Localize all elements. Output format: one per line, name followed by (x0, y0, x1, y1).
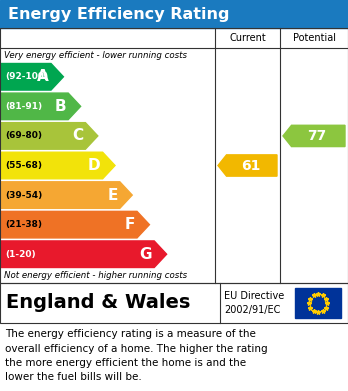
Polygon shape (0, 212, 149, 238)
Text: A: A (37, 69, 49, 84)
Polygon shape (0, 241, 167, 267)
Text: (69-80): (69-80) (5, 131, 42, 140)
Text: EU Directive
2002/91/EC: EU Directive 2002/91/EC (224, 291, 284, 315)
Text: overall efficiency of a home. The higher the rating: overall efficiency of a home. The higher… (5, 344, 268, 353)
Text: (92-100): (92-100) (5, 72, 48, 81)
Text: England & Wales: England & Wales (6, 294, 190, 312)
Text: Current: Current (229, 33, 266, 43)
Text: C: C (72, 128, 84, 143)
Text: the more energy efficient the home is and the: the more energy efficient the home is an… (5, 358, 246, 368)
Text: Potential: Potential (293, 33, 335, 43)
Polygon shape (0, 152, 115, 179)
Text: 77: 77 (307, 129, 326, 143)
Bar (0, 0, 348, 28)
Text: (55-68): (55-68) (5, 161, 42, 170)
Polygon shape (0, 123, 98, 149)
Bar (0, 283, 348, 323)
Text: D: D (88, 158, 101, 173)
Bar (0, 28, 348, 283)
Bar (295, 288, 341, 318)
Text: lower the fuel bills will be.: lower the fuel bills will be. (5, 373, 142, 382)
Text: (1-20): (1-20) (5, 250, 35, 259)
Text: Not energy efficient - higher running costs: Not energy efficient - higher running co… (4, 271, 187, 280)
Text: F: F (125, 217, 135, 232)
Text: G: G (140, 247, 152, 262)
Text: (81-91): (81-91) (5, 102, 42, 111)
Text: (39-54): (39-54) (5, 190, 42, 199)
Text: (21-38): (21-38) (5, 220, 42, 229)
Text: Energy Efficiency Rating: Energy Efficiency Rating (8, 7, 229, 22)
Polygon shape (0, 93, 81, 120)
Text: 61: 61 (241, 158, 260, 172)
Text: E: E (108, 188, 118, 203)
Polygon shape (0, 182, 132, 208)
Text: Very energy efficient - lower running costs: Very energy efficient - lower running co… (4, 50, 187, 59)
Text: B: B (55, 99, 66, 114)
Text: The energy efficiency rating is a measure of the: The energy efficiency rating is a measur… (5, 329, 256, 339)
Polygon shape (0, 63, 63, 90)
Polygon shape (218, 155, 277, 176)
Polygon shape (283, 125, 345, 147)
Bar (0, 28, 348, 283)
Bar (0, 283, 348, 323)
